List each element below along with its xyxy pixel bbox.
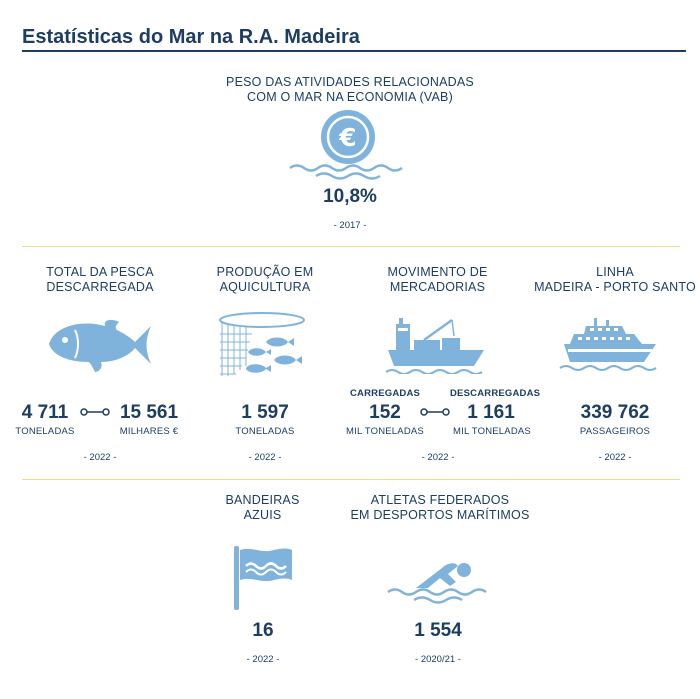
- mercadorias-heading: MOVIMENTO DE MERCADORIAS: [365, 265, 510, 295]
- linha-heading: LINHA MADEIRA - PORTO SANTO: [530, 265, 700, 295]
- atletas-year: - 2020/21 -: [415, 654, 461, 665]
- aquicultura-year: - 2022 -: [248, 452, 282, 463]
- linha-year: - 2022 -: [598, 452, 632, 463]
- vab-year: - 2017 -: [333, 220, 367, 231]
- svg-text:€: €: [338, 123, 356, 152]
- bandeiras-heading-line2: AZUIS: [243, 508, 282, 522]
- vab-value: 10,8%: [323, 186, 377, 207]
- bandeiras-year: - 2022 -: [246, 654, 280, 665]
- mercadorias-heading-line1: MOVIMENTO DE: [387, 265, 488, 279]
- vab-heading: PESO DAS ATIVIDADES RELACIONADAS COM O M…: [200, 75, 500, 105]
- separator-2: [22, 479, 680, 480]
- pesca-heading-line1: TOTAL DA PESCA: [46, 265, 154, 279]
- link-connector-icon: [420, 408, 450, 416]
- linha-heading-line2: MADEIRA - PORTO SANTO: [534, 280, 696, 294]
- mercadorias-value2: 1 161: [467, 402, 515, 423]
- mercadorias-unit1: MIL TONELADAS: [346, 426, 424, 437]
- blue-flag-icon: [234, 546, 292, 610]
- pesca-value1: 4 711: [21, 402, 69, 423]
- linha-heading-line1: LINHA: [596, 265, 634, 279]
- aquicultura-value: 1 597: [241, 402, 289, 423]
- passenger-ferry-icon: [559, 318, 657, 371]
- vab-heading-line2: COM O MAR NA ECONOMIA (VAB): [247, 90, 453, 104]
- bandeiras-heading: BANDEIRAS AZUIS: [200, 493, 325, 523]
- aquicultura-heading: PRODUÇÃO EM AQUICULTURA: [195, 265, 335, 295]
- aquicultura-heading-line2: AQUICULTURA: [219, 280, 311, 294]
- pesca-value2: 15 561: [119, 402, 179, 423]
- mercadorias-label2: DESCARREGADAS: [450, 388, 541, 399]
- swimmer-icon: [387, 563, 487, 604]
- mercadorias-label1: CARREGADAS: [349, 388, 421, 399]
- linha-value: 339 762: [580, 402, 650, 423]
- cargo-ship-icon: [385, 318, 484, 374]
- aquicultura-unit: TONELADAS: [235, 426, 295, 437]
- vab-heading-line1: PESO DAS ATIVIDADES RELACIONADAS: [226, 75, 474, 89]
- title-underline: [22, 50, 686, 52]
- bandeiras-heading-line1: BANDEIRAS: [225, 493, 300, 507]
- bandeiras-value: 16: [252, 620, 274, 641]
- pesca-heading-line2: DESCARREGADA: [46, 280, 154, 294]
- atletas-heading-line1: ATLETAS FEDERADOS: [370, 493, 510, 507]
- aquicultura-heading-line1: PRODUÇÃO EM: [216, 265, 314, 279]
- mercadorias-year: - 2022 -: [421, 452, 455, 463]
- mercadorias-unit2: MIL TONELADAS: [453, 426, 531, 437]
- pesca-year: - 2022 -: [83, 452, 117, 463]
- pesca-heading: TOTAL DA PESCA DESCARREGADA: [20, 265, 180, 295]
- fish-net-icon: [219, 312, 305, 376]
- euro-coin-waves-icon: €: [289, 110, 403, 180]
- page-title: Estatísticas do Mar na R.A. Madeira: [22, 26, 360, 48]
- atletas-heading-line2: EM DESPORTOS MARÍTIMOS: [350, 508, 530, 522]
- separator-1: [22, 246, 680, 247]
- atletas-value: 1 554: [414, 620, 462, 641]
- link-connector-icon: [80, 408, 110, 416]
- atletas-heading: ATLETAS FEDERADOS EM DESPORTOS MARÍTIMOS: [340, 493, 540, 523]
- mercadorias-heading-line2: MERCADORIAS: [389, 280, 486, 294]
- pesca-unit1: TONELADAS: [15, 426, 75, 437]
- fish-icon: [49, 319, 151, 372]
- pesca-unit2: MILHARES €: [119, 426, 179, 437]
- linha-unit: PASSAGEIROS: [579, 426, 651, 437]
- mercadorias-value1: 152: [369, 402, 401, 423]
